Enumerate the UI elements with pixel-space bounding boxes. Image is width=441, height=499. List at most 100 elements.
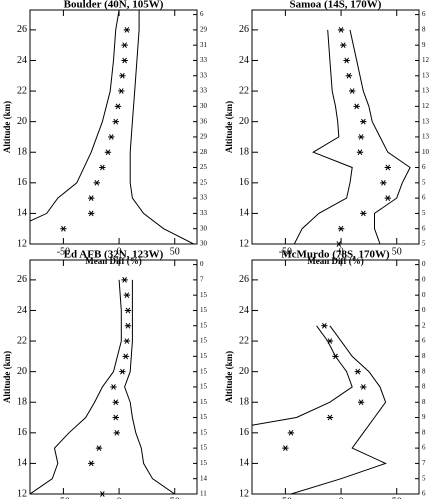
y-tick-label: 14	[239, 458, 249, 469]
plot-frame	[29, 259, 198, 495]
y2-tick-label: 36	[200, 117, 208, 125]
y2-tick-label: 6	[422, 194, 426, 202]
mean-point	[122, 353, 129, 360]
mean-point	[337, 27, 345, 33]
y-tick-label: 24	[239, 55, 249, 66]
envelope-line	[30, 279, 122, 494]
panel: McMurdo (78S, 170W)Mean Diff (%) Altitude…	[224, 249, 426, 499]
mean-point	[349, 88, 356, 94]
y-tick-label: 18	[17, 147, 27, 158]
panel: Boulder (40N, 105W) Mean Diff (%) Altitude…	[2, 0, 207, 266]
y-tick-label: 18	[239, 147, 249, 158]
y2-tick-label: 15	[200, 321, 208, 329]
y2-tick-label: 8	[422, 383, 426, 391]
y-axis-label: Altitude (km)	[2, 351, 12, 403]
mean-point	[99, 164, 106, 171]
y2-tick-label: 29	[200, 133, 208, 141]
y2-tick-label: 30	[200, 224, 208, 232]
mean-point	[354, 368, 361, 375]
y-tick-label: 26	[239, 24, 249, 35]
y2-tick-label: 0	[422, 260, 426, 268]
y-tick-label: 12	[17, 238, 27, 249]
mean-point	[112, 414, 119, 421]
y2-tick-label: 0	[422, 291, 426, 299]
y-tick-label: 26	[17, 24, 27, 35]
envelope-line	[30, 10, 120, 222]
plot-frame	[251, 259, 420, 495]
y-tick-label: 22	[239, 335, 249, 346]
y2-tick-label: 15	[200, 306, 208, 314]
plot-frame	[251, 9, 420, 245]
y-tick-label: 16	[17, 177, 27, 188]
y2-tick-label: 0	[422, 275, 426, 283]
y-tick-label: 16	[239, 427, 249, 438]
y2-tick-label: 8	[422, 428, 426, 436]
y2-tick-label: 11	[200, 490, 207, 498]
y2-tick-label: 10	[422, 148, 430, 156]
y-tick-label: 22	[17, 335, 27, 346]
x-tick-label: 50	[392, 496, 402, 499]
y2-tick-label: 6	[422, 444, 426, 452]
panel-title: Boulder (40N, 105W)	[64, 0, 164, 11]
y2-tick-label: 15	[200, 337, 208, 345]
x-tick-label: 0	[117, 246, 122, 257]
x-axis-label: Mean Diff (%)	[85, 256, 141, 266]
y2-tick-label: 15	[200, 428, 208, 436]
y-axis-label: Altitude (km)	[224, 101, 234, 153]
mean-point	[326, 414, 334, 421]
mean-point	[123, 27, 131, 33]
y2-tick-label: 5	[422, 209, 426, 217]
y2-tick-label: 6	[422, 490, 426, 498]
panel: Samoa (14S, 170W) Mean Diff (%) Altitude (…	[224, 0, 429, 266]
mean-point	[287, 429, 295, 436]
y2-tick-label: 15	[200, 291, 208, 299]
y2-tick-label: 6	[422, 337, 426, 345]
x-tick-label: -50	[279, 496, 292, 499]
mean-point	[119, 72, 126, 79]
y2-tick-label: 7	[422, 459, 426, 467]
mean-point	[353, 103, 360, 110]
y2-tick-label: 0	[422, 306, 426, 314]
mean-point	[99, 491, 106, 497]
y-tick-label: 18	[17, 397, 27, 408]
y-tick-label: 24	[17, 55, 27, 66]
envelope-line	[293, 29, 353, 244]
y2-tick-label: 8	[422, 367, 426, 375]
y2-tick-label: 33	[200, 71, 208, 79]
y2-tick-label: 12	[422, 102, 430, 110]
y2-tick-label: 13	[422, 133, 430, 141]
y-tick-label: 20	[17, 366, 27, 377]
mean-point	[335, 241, 343, 247]
y2-tick-label: 7	[200, 275, 204, 283]
mean-point	[110, 384, 117, 390]
y2-tick-label: 5	[422, 178, 426, 186]
y-tick-label: 12	[17, 488, 27, 499]
mean-point	[112, 118, 119, 125]
y2-tick-label: 6	[422, 10, 426, 18]
y2-tick-label: 30	[200, 240, 208, 248]
y2-tick-label: 29	[200, 25, 208, 33]
mean-point	[121, 277, 128, 283]
y-axis-label: Altitude (km)	[224, 351, 234, 403]
mean-point	[356, 149, 364, 156]
y2-tick-label: 33	[200, 209, 208, 217]
mean-point	[93, 179, 100, 186]
mean-point	[360, 118, 367, 125]
y-tick-label: 20	[17, 116, 27, 127]
mean-point	[357, 134, 365, 140]
y2-tick-label: 15	[200, 459, 208, 467]
mean-point	[123, 292, 131, 299]
y-tick-label: 14	[17, 458, 27, 469]
y2-tick-label: 6	[200, 10, 204, 18]
mean-point	[118, 88, 125, 94]
y-axis-label: Altitude (km)	[2, 101, 12, 153]
envelope-line	[349, 29, 411, 244]
y-tick-label: 16	[17, 427, 27, 438]
mean-point	[119, 368, 126, 375]
y-tick-label: 26	[239, 274, 249, 285]
y-tick-label: 24	[17, 305, 27, 316]
y2-tick-label: 15	[200, 398, 208, 406]
y2-tick-label: 15	[200, 444, 208, 452]
y2-tick-label: 30	[200, 102, 208, 110]
